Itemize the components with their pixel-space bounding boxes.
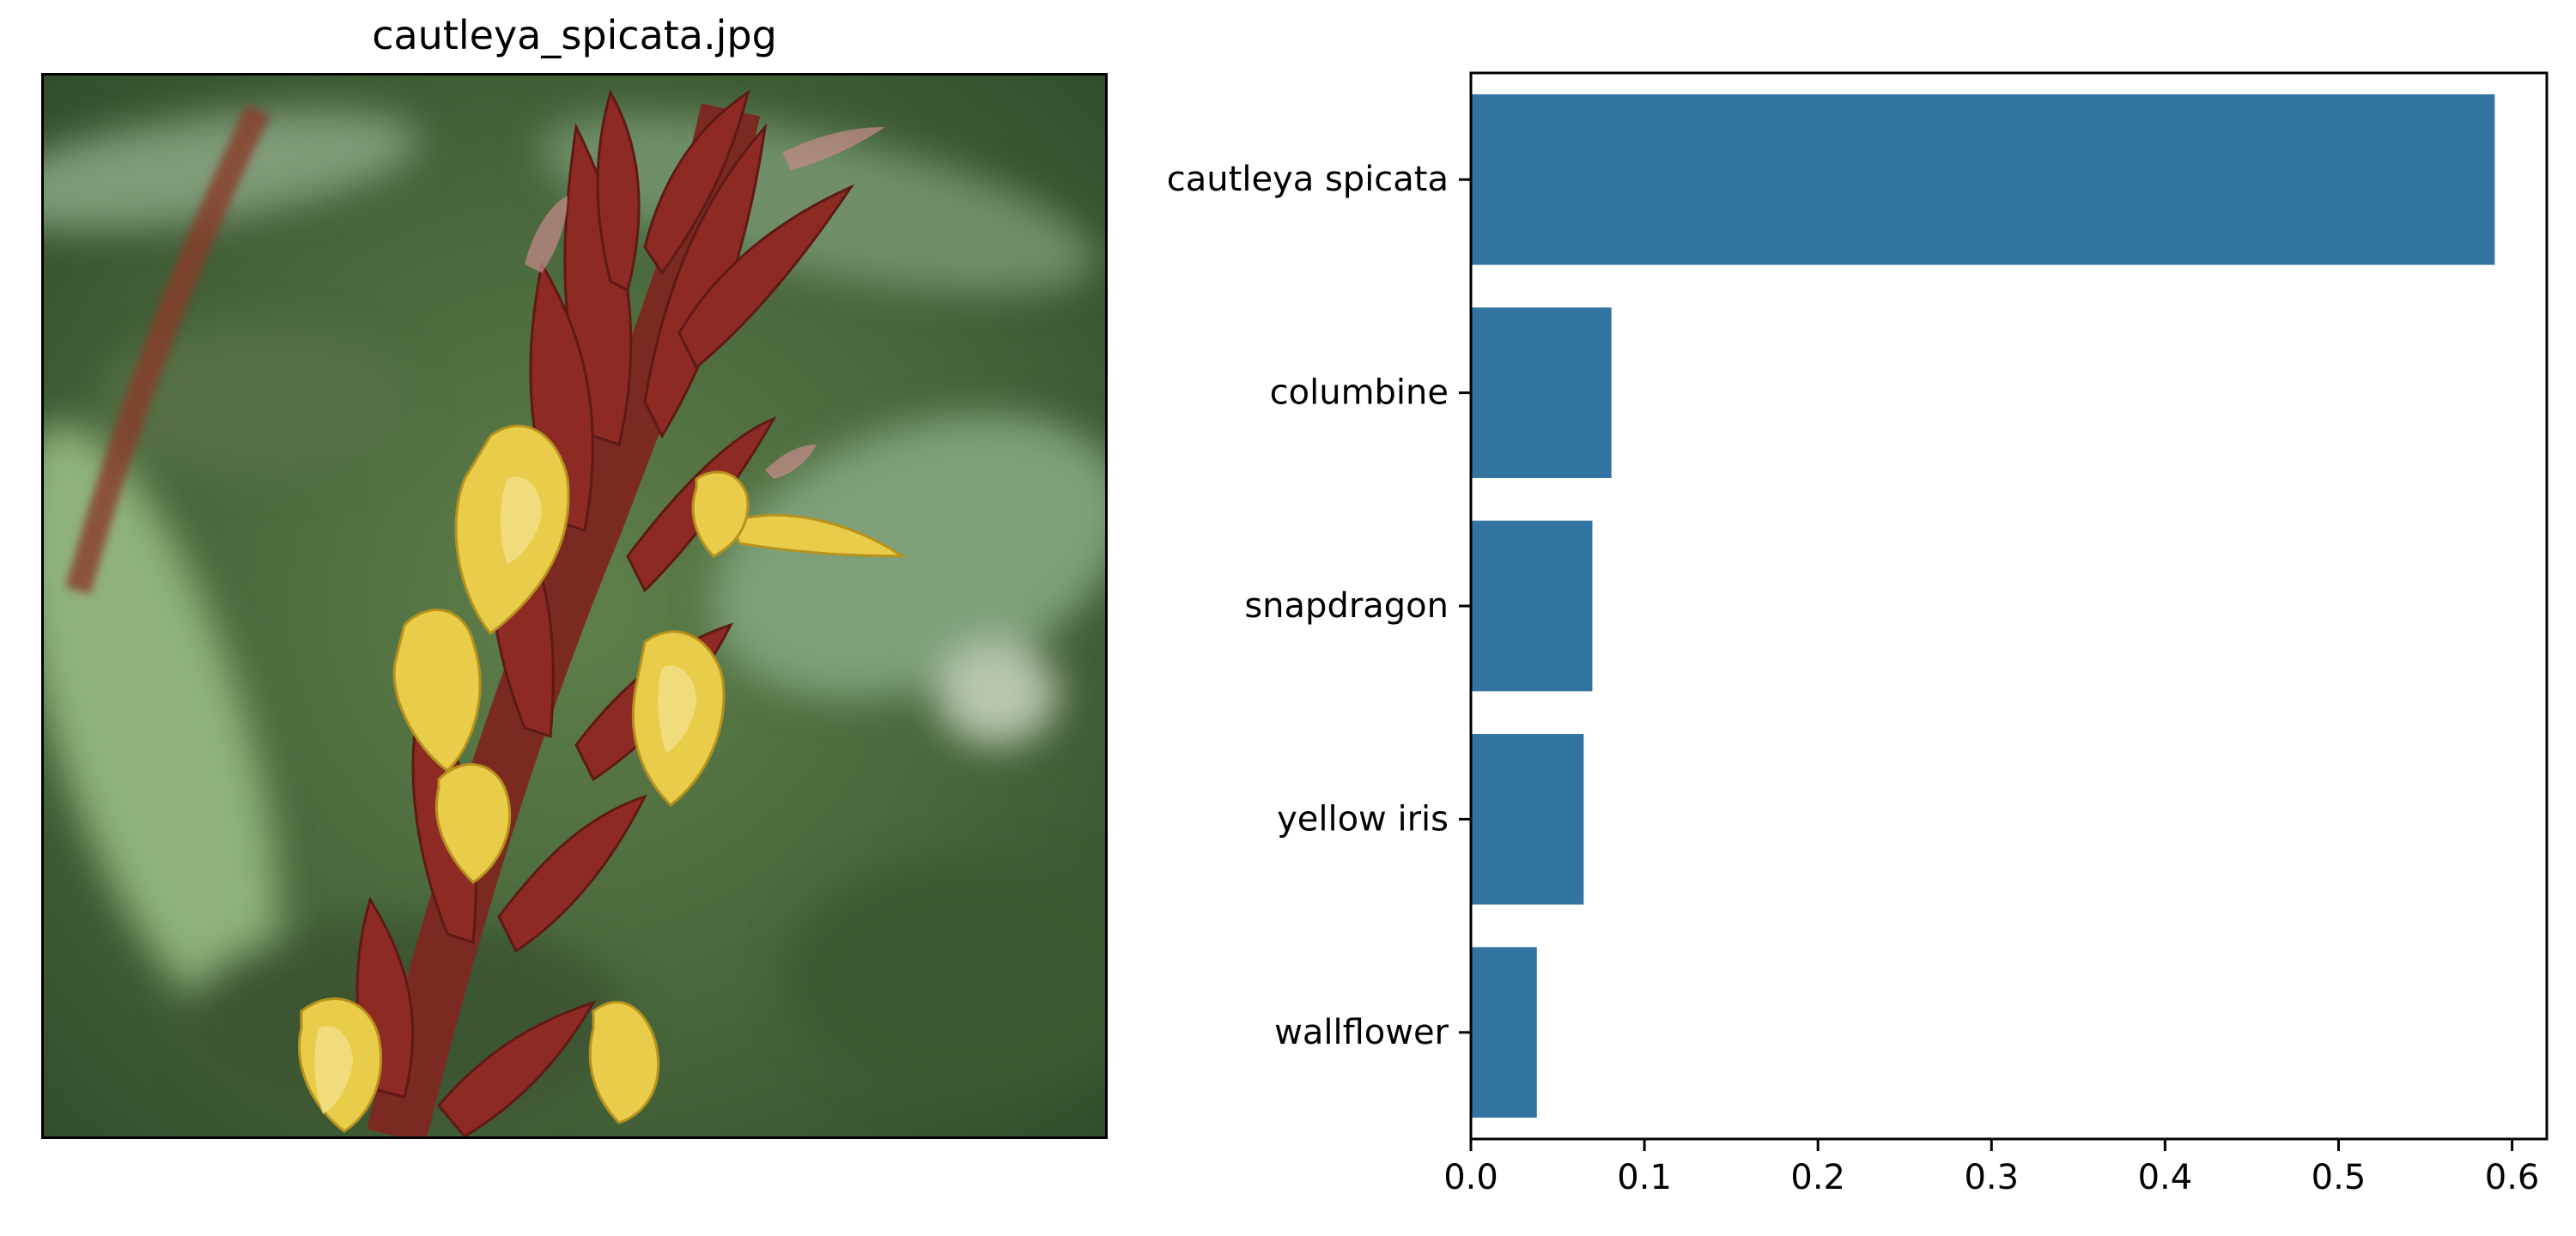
y-tick-label: yellow iris: [1277, 799, 1449, 839]
x-axis: 0.0 0.1 0.2 0.3 0.4 0.5 0.6: [1443, 1139, 2539, 1197]
flower-photo: [41, 73, 1108, 1139]
bars: [1471, 94, 2495, 1118]
image-title: cautleya_spicata.jpg: [372, 12, 777, 58]
bar-yellow-iris: [1471, 734, 1584, 905]
y-tick-label: columbine: [1270, 373, 1449, 413]
x-tick-label: 0.1: [1617, 1158, 1672, 1197]
y-tick-label: snapdragon: [1244, 586, 1449, 626]
x-tick-label: 0.5: [2312, 1158, 2366, 1197]
x-tick-label: 0.4: [2138, 1158, 2193, 1197]
bar-columbine: [1471, 307, 1612, 478]
y-axis: cautleya spicata columbine snapdragon yello…: [1167, 160, 1471, 1052]
bar-snapdragon: [1471, 520, 1593, 692]
x-tick-label: 0.0: [1443, 1158, 1498, 1197]
bar-cautleya-spicata: [1471, 94, 2495, 265]
y-tick-label: cautleya spicata: [1167, 160, 1449, 199]
y-tick-label: wallflower: [1274, 1013, 1449, 1052]
bar-wallflower: [1471, 947, 1537, 1118]
x-tick-label: 0.2: [1790, 1158, 1845, 1197]
axes-frame: [1469, 71, 2549, 1141]
x-tick-label: 0.6: [2485, 1158, 2540, 1197]
x-tick-label: 0.3: [1964, 1158, 2019, 1197]
flower-photo-graphic: [44, 76, 1105, 1136]
